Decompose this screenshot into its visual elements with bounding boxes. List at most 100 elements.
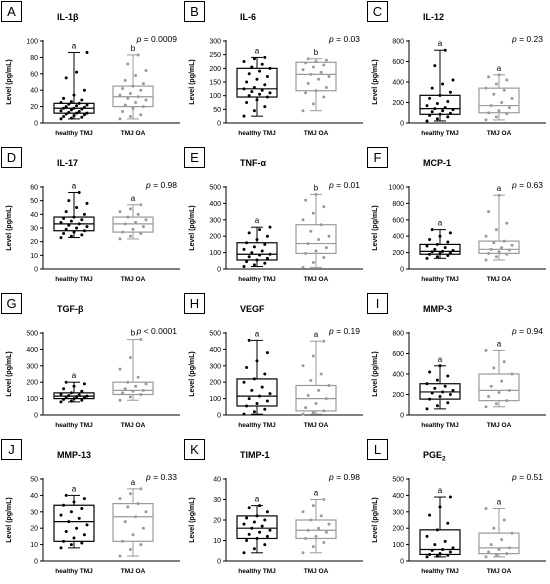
- data-point: [510, 96, 514, 100]
- y-axis-label: Level (pg/mL): [189, 351, 196, 397]
- data-point: [435, 528, 439, 532]
- panel-letter-box: [1, 293, 22, 314]
- data-point: [85, 103, 89, 107]
- data-point: [489, 247, 493, 251]
- data-point: [123, 520, 127, 524]
- y-tick-label: 40: [213, 477, 221, 484]
- y-axis-label: Level (pg/mL): [372, 351, 379, 397]
- data-point: [258, 92, 262, 96]
- data-point: [136, 95, 140, 99]
- y-axis-label: Level (pg/mL): [372, 205, 379, 251]
- data-point: [128, 548, 132, 552]
- data-point: [258, 530, 262, 534]
- panel-letter: K: [190, 442, 199, 457]
- data-point: [502, 518, 506, 522]
- data-point: [118, 210, 122, 214]
- panel-b: B IL-6 p = 0.03 Level (pg/mL) 0 50 100 150 200 25…: [184, 1, 363, 137]
- y-tick-label: 400: [392, 493, 404, 500]
- data-point: [131, 227, 135, 231]
- data-point: [265, 399, 269, 403]
- x-category-label: TMJ OA: [304, 276, 329, 283]
- panel-f: F MCP-1 p = 0.63 Level (pg/mL) 0 200 400 600 800…: [367, 147, 546, 283]
- box-oa: [112, 203, 154, 241]
- data-point: [72, 536, 76, 540]
- data-point: [510, 372, 514, 376]
- x-category-label: healthy TMJ: [421, 422, 459, 429]
- data-point: [67, 102, 71, 106]
- data-point: [126, 380, 130, 384]
- panel-letter: A: [7, 4, 16, 19]
- data-point: [247, 255, 251, 259]
- panel-l: L PGE2 p = 0.51 Level (pg/mL) 0 100 200 300 400 5…: [367, 439, 546, 575]
- y-tick-label: 200: [209, 66, 221, 73]
- data-point: [69, 108, 73, 112]
- panel-h: H VEGF p = 0.19 Level (pg/mL) 0 100 200 300 400 5…: [184, 293, 363, 429]
- data-point: [242, 60, 246, 63]
- data-point: [324, 58, 328, 62]
- significance-letter: a: [131, 478, 136, 487]
- p-text: = 0.03: [334, 34, 361, 44]
- significance-letter: a: [438, 355, 443, 364]
- data-point: [242, 412, 246, 416]
- y-tick-label: 0: [400, 413, 404, 420]
- data-point: [317, 77, 321, 81]
- data-point: [252, 547, 256, 551]
- data-point: [263, 83, 267, 87]
- data-point: [484, 118, 488, 122]
- data-point: [446, 521, 450, 525]
- data-point: [443, 106, 447, 110]
- data-point: [500, 538, 504, 542]
- panel-letter: H: [190, 296, 199, 311]
- data-point: [139, 113, 143, 117]
- data-point: [141, 388, 145, 392]
- data-point: [77, 516, 81, 520]
- y-tick-label: 0: [34, 121, 38, 128]
- data-point: [62, 216, 66, 220]
- data-point: [263, 261, 267, 265]
- data-point: [484, 348, 488, 352]
- data-point: [484, 86, 488, 90]
- data-point: [428, 237, 432, 241]
- data-point: [317, 526, 321, 530]
- x-category-label: TMJ OA: [304, 422, 329, 429]
- data-point: [118, 367, 122, 371]
- data-point: [118, 117, 122, 121]
- data-point: [265, 95, 269, 99]
- y-tick-label: 10: [30, 253, 38, 260]
- panel-g: G TGF-β p < 0.0001 Level (pg/mL) 0 100 200 300 4…: [1, 293, 180, 429]
- box-oa: [295, 57, 337, 113]
- data-point: [245, 404, 249, 408]
- y-tick-label: 100: [209, 93, 221, 100]
- data-point: [260, 249, 264, 253]
- data-point: [62, 397, 66, 401]
- data-point: [327, 75, 331, 79]
- data-point: [497, 109, 501, 113]
- data-point: [438, 505, 442, 509]
- y-tick-label: 0: [400, 559, 404, 566]
- data-point: [69, 510, 73, 514]
- box-oa: [112, 53, 154, 121]
- data-point: [260, 62, 264, 66]
- data-point: [80, 107, 84, 111]
- data-point: [324, 397, 328, 401]
- data-point: [441, 82, 445, 86]
- box-healthy: [236, 338, 278, 416]
- data-point: [430, 228, 434, 232]
- data-point: [425, 256, 429, 260]
- data-point: [430, 110, 434, 114]
- p-value: p = 0.03: [328, 34, 360, 44]
- data-point: [121, 391, 125, 395]
- data-point: [263, 518, 267, 522]
- data-point: [128, 395, 132, 399]
- y-tick-label: 200: [392, 526, 404, 533]
- data-point: [451, 546, 455, 550]
- data-point: [144, 382, 148, 386]
- data-point: [505, 552, 509, 556]
- p-symbol: p: [328, 34, 334, 44]
- y-tick-label: 200: [209, 234, 221, 241]
- data-point: [247, 338, 251, 342]
- data-point: [451, 108, 455, 112]
- data-point: [304, 91, 308, 95]
- box-healthy: [419, 364, 461, 411]
- x-category-label: TMJ OA: [304, 568, 329, 575]
